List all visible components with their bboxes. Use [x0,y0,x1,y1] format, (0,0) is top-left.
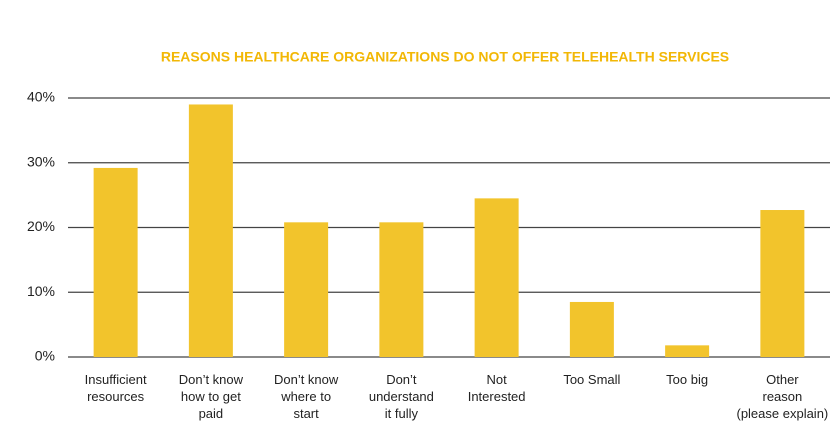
x-tick-label: Too Small [563,372,621,387]
y-tick-label: 0% [35,348,55,364]
bar [665,345,710,357]
x-tick-label: Too big [666,372,709,387]
chart-title: REASONS HEALTHCARE ORGANIZATIONS DO NOT … [161,49,729,65]
x-tick-label: Don’t know how to get paid [178,372,244,421]
y-tick-label: 10% [27,283,55,299]
x-tick-label: Don’t know where to start [273,372,339,421]
bar [379,222,424,357]
x-tick-label: Not Interested [467,372,526,404]
y-tick-label: 20% [27,218,55,234]
bar [569,301,614,357]
bar [760,210,805,357]
bar [284,222,329,357]
x-tick-label: Other reason (please explain) [736,372,829,421]
bar [93,167,138,357]
y-tick-label: 40% [27,89,55,105]
bar [188,104,233,357]
y-tick-label: 30% [27,153,55,169]
bar [474,198,519,357]
x-tick-label: Don’t understand it fully [368,372,434,421]
x-tick-label: Insufficient resources [84,372,147,404]
